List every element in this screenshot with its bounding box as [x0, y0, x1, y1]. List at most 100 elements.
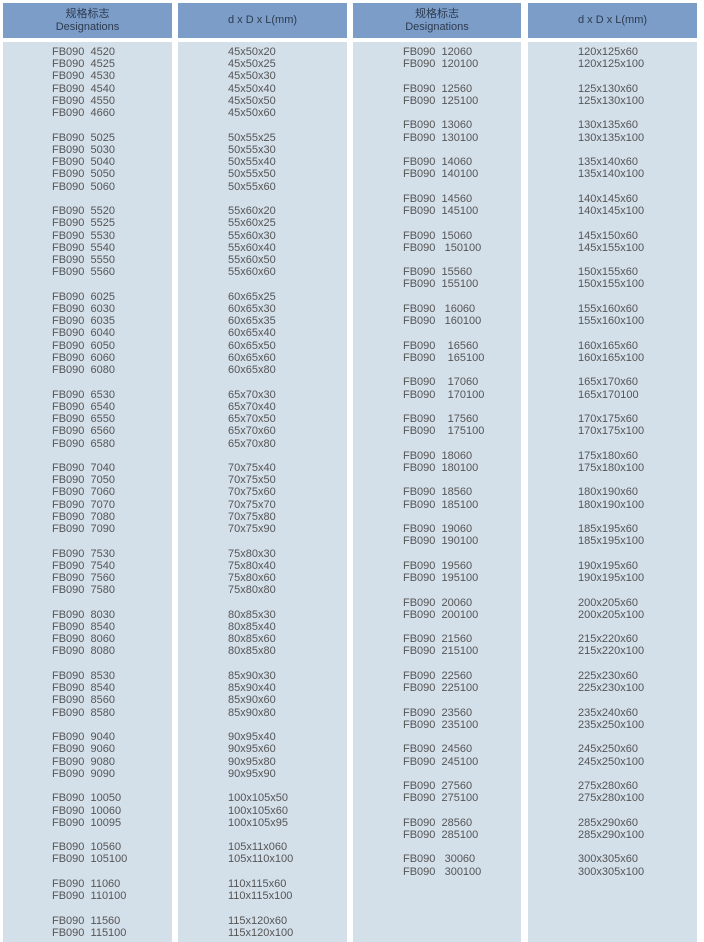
dimension-cell: 65x70x30 — [228, 388, 276, 401]
dimension-cell: 180x190x60 — [578, 486, 638, 499]
dimension-cell: 60x65x40 — [228, 327, 276, 340]
group-spacer — [403, 658, 484, 670]
group-spacer — [403, 841, 484, 853]
designation-cell: FB090 4550 — [52, 94, 115, 107]
designation-cell: FB090 190100 — [403, 535, 479, 548]
dimension-cell: 50x55x50 — [228, 168, 276, 181]
designation-cell: FB090 6035 — [52, 315, 115, 328]
designation-cell: FB090 15560 — [403, 266, 473, 279]
designation-list: FB090 4520 FB090 4525 FB090 4530 FB090 4540… — [52, 46, 127, 939]
designation-cell: FB090 170100 — [403, 388, 485, 401]
designation-cell: FB090 15060 — [403, 229, 473, 242]
dimension-cell: 90x95x40 — [228, 731, 276, 744]
designation-cell: FB090 24560 — [403, 743, 473, 756]
group-spacer — [52, 780, 127, 792]
dimension-cell: 55x60x30 — [228, 229, 276, 242]
header-designations-cn: 规格标志 — [65, 7, 110, 20]
dimension-cell: 55x60x40 — [228, 241, 276, 254]
dimension-cell: 85x90x30 — [228, 669, 276, 682]
dimension-cell: 145x155x100 — [578, 241, 645, 254]
group-spacer — [578, 621, 644, 633]
dimension-cell: 175x180x100 — [578, 461, 645, 474]
dimension-cell: 140x145x60 — [578, 192, 638, 205]
designation-cell: FB090 18560 — [403, 486, 473, 499]
group-spacer — [403, 181, 484, 193]
designation-cell: FB090 6540 — [52, 400, 115, 413]
dimension-cell: 45x50x25 — [228, 58, 276, 71]
dimension-cell: 70x75x50 — [228, 474, 276, 487]
designation-cell: FB090 5040 — [52, 156, 115, 169]
header-designations-cn: 规格标志 — [415, 7, 459, 20]
dimension-cell: 130x135x60 — [578, 119, 638, 132]
designation-cell: FB090 115100 — [52, 926, 127, 939]
designation-cell: FB090 8030 — [52, 608, 115, 621]
designation-cell: FB090 14560 — [403, 192, 473, 205]
designation-cell: FB090 185100 — [403, 498, 479, 511]
dimension-cell: 245x250x100 — [578, 755, 645, 768]
designation-cell: FB090 8540 — [52, 682, 115, 695]
dimension-cell: 55x60x25 — [228, 217, 276, 230]
dimension-cell: 45x50x30 — [228, 70, 276, 83]
designation-cell: FB090 5050 — [52, 168, 115, 181]
designation-cell: FB090 225100 — [403, 682, 479, 695]
dimension-cell: 275x280x100 — [578, 792, 645, 805]
designation-column-1: FB090 4520 FB090 4525 FB090 4530 FB090 4540… — [3, 42, 172, 942]
designation-cell: FB090 6030 — [52, 302, 115, 315]
dimension-cell: 165x170x60 — [578, 376, 638, 389]
designation-cell: FB090 17560 — [403, 413, 479, 426]
designation-cell: FB090 180100 — [403, 461, 479, 474]
group-spacer — [228, 866, 293, 878]
header-designations-en: Designations — [55, 20, 120, 33]
group-spacer — [578, 291, 644, 303]
designation-cell: FB090 215100 — [403, 645, 479, 658]
group-spacer — [403, 511, 484, 523]
designation-cell: FB090 10095 — [52, 816, 122, 829]
dimension-cell: 285x290x100 — [578, 829, 645, 841]
dimension-cell: 50x55x40 — [228, 156, 276, 169]
designation-cell: FB090 8540 — [52, 621, 115, 634]
designation-cell: FB090 7560 — [52, 572, 115, 585]
group-spacer — [52, 278, 127, 290]
dimension-cell: 45x50x40 — [228, 82, 276, 95]
dimension-column-1: 45x50x20 45x50x25 45x50x30 45x50x40 45x50x50… — [178, 42, 347, 942]
group-spacer — [403, 364, 484, 376]
dimension-cell: 105x11x060 — [228, 841, 288, 854]
designation-cell: FB090 6050 — [52, 339, 115, 352]
designation-cell: FB090 10050 — [52, 792, 122, 805]
designation-cell: FB090 4540 — [52, 82, 115, 95]
designation-cell: FB090 6060 — [52, 351, 115, 364]
designation-cell: FB090 6080 — [52, 364, 115, 377]
group-spacer — [52, 193, 127, 205]
dimension-cell: 115x120x60 — [228, 914, 288, 927]
group-spacer — [578, 511, 644, 523]
group-spacer — [578, 548, 644, 560]
designation-cell: FB090 200100 — [403, 608, 479, 621]
group-spacer — [403, 291, 484, 303]
dimension-cell: 160x165x100 — [578, 351, 645, 364]
designation-cell: FB090 5560 — [52, 266, 115, 279]
group-spacer — [578, 805, 644, 817]
dimension-cell: 85x90x40 — [228, 682, 276, 695]
dimension-cell: 60x65x50 — [228, 339, 276, 352]
dimension-cell: 75x80x40 — [228, 559, 276, 572]
dimension-cell: 285x290x60 — [578, 816, 638, 829]
group-spacer — [403, 694, 484, 706]
designation-list: FB090 12060 FB090 120100 FB090 12560 FB090 … — [403, 46, 484, 878]
designation-cell: FB090 8530 — [52, 669, 115, 682]
designation-cell: FB090 22560 — [403, 669, 473, 682]
dimension-cell: 45x50x50 — [228, 94, 276, 107]
group-spacer — [403, 584, 484, 596]
designation-cell: FB090 6580 — [52, 437, 115, 450]
dimension-cell: 105x110x100 — [228, 853, 294, 866]
group-spacer — [403, 621, 484, 633]
group-spacer — [52, 829, 127, 841]
group-spacer — [228, 658, 293, 670]
dimension-cell: 70x75x70 — [228, 498, 276, 511]
designation-cell: FB090 7070 — [52, 498, 115, 511]
dimension-cell: 235x240x60 — [578, 706, 638, 719]
designation-cell: FB090 4660 — [52, 107, 115, 120]
designation-cell: FB090 17060 — [403, 376, 479, 389]
designation-cell: FB090 120100 — [403, 58, 479, 71]
designation-cell: FB090 4525 — [52, 58, 115, 71]
designation-cell: FB090 6530 — [52, 388, 115, 401]
